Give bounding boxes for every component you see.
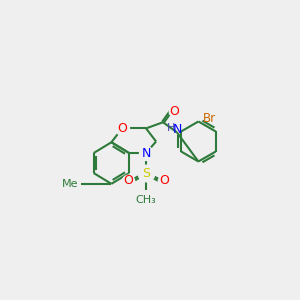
Text: N: N (173, 123, 182, 136)
Text: CH₃: CH₃ (136, 195, 156, 206)
Text: Br: Br (203, 112, 216, 125)
Text: H: H (167, 123, 175, 133)
Text: O: O (117, 122, 127, 135)
Text: N: N (141, 146, 151, 160)
Text: O: O (169, 105, 179, 118)
Text: O: O (159, 174, 169, 187)
Text: O: O (123, 174, 133, 187)
Text: S: S (142, 167, 150, 180)
Text: Me: Me (62, 179, 78, 189)
